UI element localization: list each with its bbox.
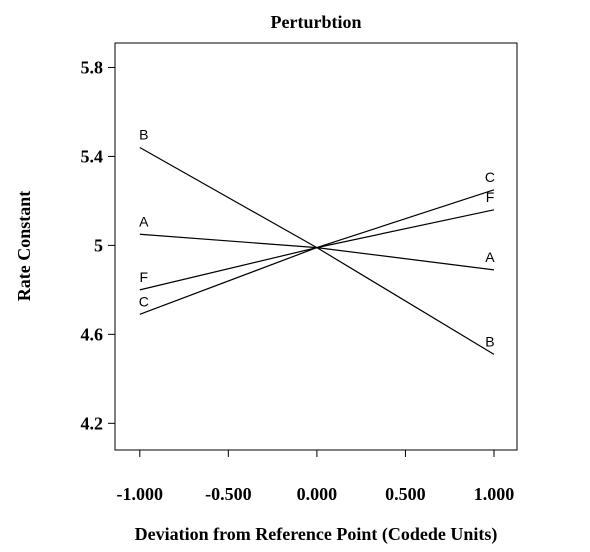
y-tick-label: 4.2 [81,413,104,433]
x-tick-label: 0.000 [297,484,338,504]
series-line [139,147,495,355]
series-label: B [485,333,494,349]
y-tick-label: 4.6 [81,324,104,344]
x-tick-label: 0.500 [385,484,426,504]
y-tick-label: 5.4 [81,146,104,166]
x-tick-label: -1.000 [117,484,164,504]
series-label: A [139,213,149,229]
series-label: F [486,189,495,205]
x-tick-label: -0.500 [205,484,252,504]
series-label: B [139,127,148,143]
x-tick-label: 1.000 [474,484,515,504]
series-label: F [140,269,149,285]
plot-frame [114,42,518,451]
series-line [139,189,495,315]
y-axis-label: Rate Constant [14,191,34,302]
chart-title: Perturbtion [271,12,362,32]
series-label: A [485,249,495,265]
series-line [139,209,495,291]
y-tick-label: 5.8 [81,57,104,77]
series-label: C [485,169,495,185]
series-line [139,233,495,271]
x-axis-label: Deviation from Reference Point (Codede U… [135,524,498,545]
y-tick-label: 5 [94,235,103,255]
series-label: C [139,293,149,309]
